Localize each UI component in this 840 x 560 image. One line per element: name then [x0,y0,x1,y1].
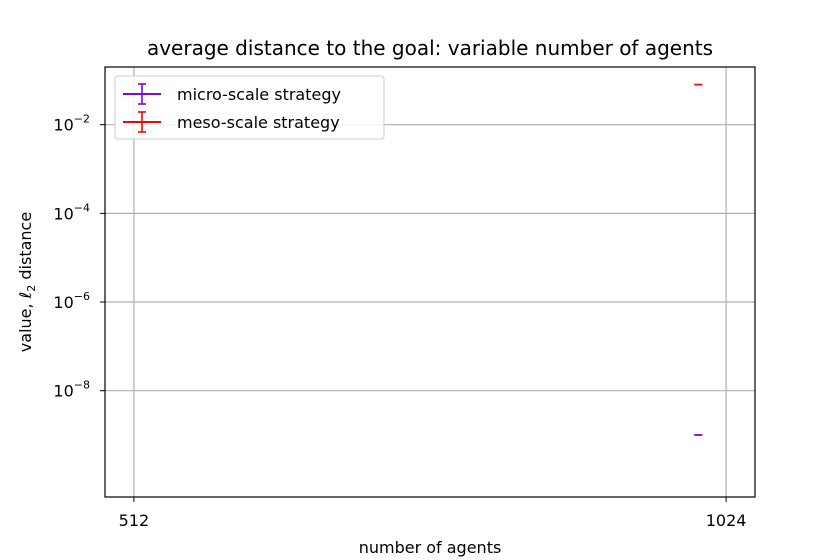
y-axis-label-symbol: ℓ [16,292,35,300]
chart-title: average distance to the goal: variable n… [147,36,713,60]
data-point [697,434,699,436]
y-axis-label-prefix: value, [16,298,35,352]
data-marks [694,83,703,436]
y-tick-label: 10−2 [53,113,90,135]
x-tick-label: 1024 [706,511,747,530]
legend-label: meso-scale strategy [177,113,340,132]
x-tick-label: 512 [119,511,150,530]
x-axis-label: number of agents [359,538,502,557]
data-point [697,84,699,86]
legend-box [114,75,385,140]
legend-label: micro-scale strategy [177,85,341,104]
y-tick-label: 10−6 [53,290,90,312]
y-axis-label: value, ℓ2 distance [16,212,38,352]
plot-frame [104,66,756,498]
y-tick-label: 10−8 [53,379,90,401]
x-axis-ticks: 512 1024 [119,497,747,530]
y-axis-label-suffix: distance [16,212,35,285]
y-tick-label: 10−4 [53,201,90,223]
legend: micro-scale strategy meso-scale strategy [114,75,385,140]
y-axis-label-subscript: 2 [25,285,38,292]
y-axis-ticks: 10−8 10−6 10−4 10−2 [53,113,105,401]
